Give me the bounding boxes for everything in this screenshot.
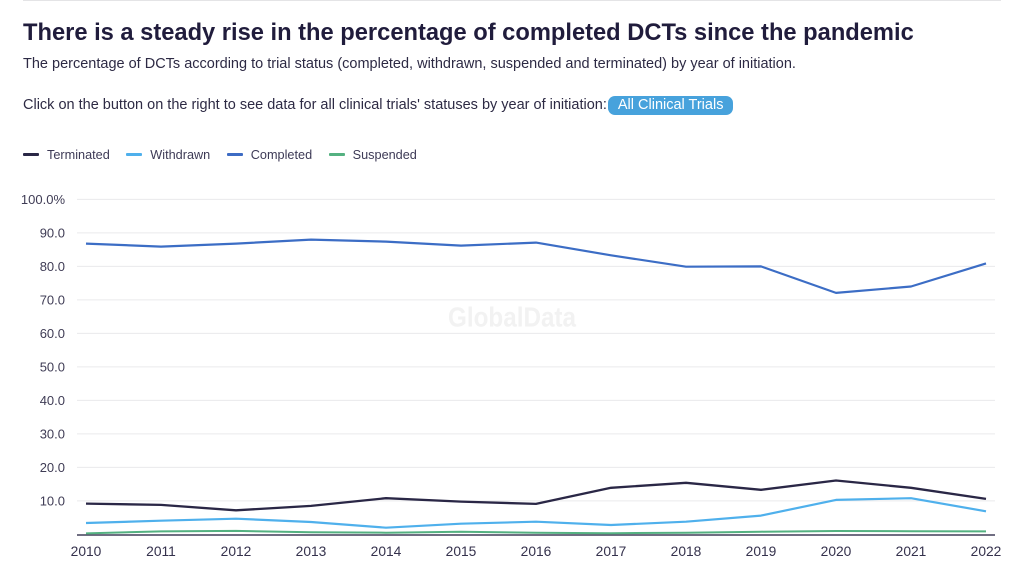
svg-text:80.0: 80.0 <box>40 259 65 274</box>
svg-text:50.0: 50.0 <box>40 359 65 374</box>
svg-text:2021: 2021 <box>896 544 927 559</box>
svg-text:90.0: 90.0 <box>40 225 65 240</box>
svg-text:60.0: 60.0 <box>40 326 65 341</box>
svg-text:2018: 2018 <box>671 544 702 559</box>
svg-text:40.0: 40.0 <box>40 393 65 408</box>
svg-text:20.0: 20.0 <box>40 460 65 475</box>
svg-text:30.0: 30.0 <box>40 426 65 441</box>
svg-text:2014: 2014 <box>371 544 402 559</box>
svg-text:2010: 2010 <box>71 544 102 559</box>
svg-text:2022: 2022 <box>971 544 1002 559</box>
svg-text:70.0: 70.0 <box>40 292 65 307</box>
svg-text:2015: 2015 <box>446 544 477 559</box>
svg-text:2017: 2017 <box>596 544 627 559</box>
svg-text:GlobalData: GlobalData <box>448 302 577 333</box>
svg-text:2013: 2013 <box>296 544 327 559</box>
svg-text:2020: 2020 <box>821 544 852 559</box>
svg-text:10.0: 10.0 <box>40 493 65 508</box>
svg-text:2011: 2011 <box>146 544 176 559</box>
svg-text:2016: 2016 <box>521 544 552 559</box>
svg-text:100.0%: 100.0% <box>21 192 66 207</box>
svg-text:2019: 2019 <box>746 544 777 559</box>
svg-text:2012: 2012 <box>221 544 252 559</box>
